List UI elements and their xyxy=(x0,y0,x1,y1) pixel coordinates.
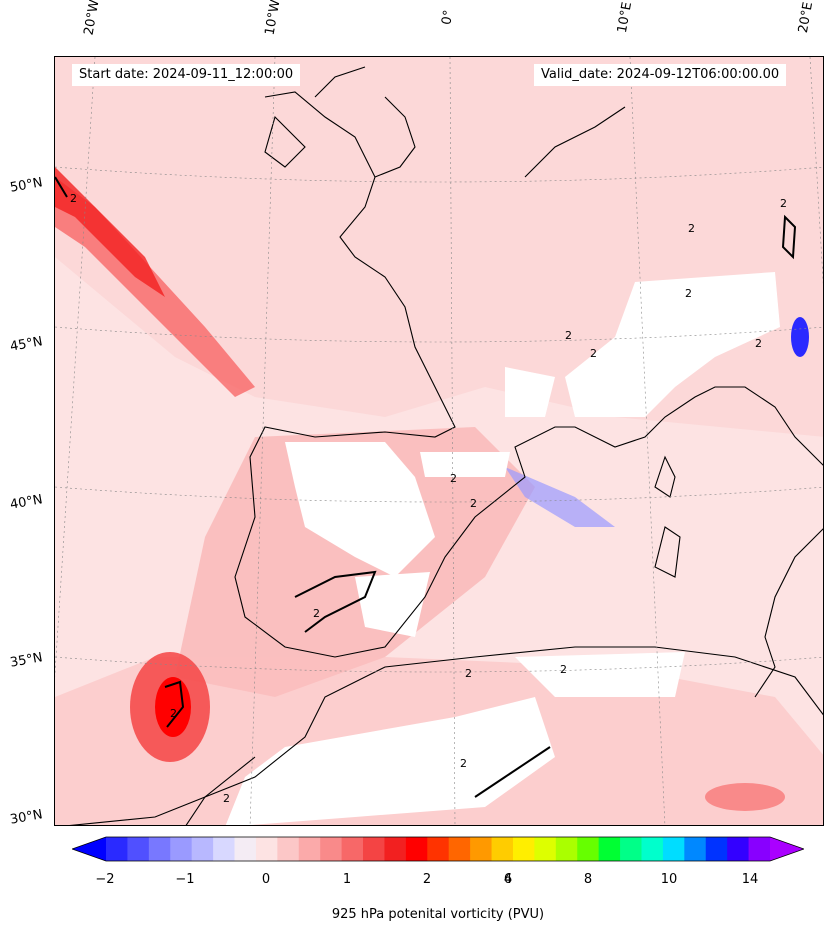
colorbar-bin xyxy=(127,837,150,861)
lat-label-30n: 30°N xyxy=(8,807,44,828)
colorbar-outline xyxy=(72,836,804,862)
contour-value-label: 2 xyxy=(450,472,457,485)
colorbar-bin xyxy=(170,837,193,861)
contour-value-label: 2 xyxy=(755,337,762,350)
lat-label-50n: 50°N xyxy=(8,175,44,196)
lat-label-40n: 40°N xyxy=(8,492,44,513)
lon-label-20e: 20°E xyxy=(795,0,817,35)
colorbar-bin xyxy=(363,837,385,861)
colorbar-bin xyxy=(577,837,600,861)
colorbar-bin xyxy=(491,837,514,861)
colorbar-bin xyxy=(255,837,278,861)
colorbar-tick: 2 xyxy=(422,872,432,887)
valid-date-label: Valid_date: 2024-09-12T06:00:00.00 xyxy=(534,64,787,86)
colorbar-bin xyxy=(727,837,750,861)
colorbar-bin xyxy=(748,837,771,861)
lat-label-45n: 45°N xyxy=(8,334,44,355)
lon-label-0: 0° xyxy=(439,8,457,27)
colorbar-bin xyxy=(684,837,707,861)
colorbar-bin xyxy=(427,837,450,861)
colorbar-label: 925 hPa potenital vorticity (PVU) xyxy=(331,907,545,922)
colorbar-bin xyxy=(512,837,535,861)
colorbar-tick: −1 xyxy=(175,872,195,887)
lon-label-10w: 10°W xyxy=(262,0,284,37)
contour-value-label: 2 xyxy=(685,287,692,300)
colorbar-bin xyxy=(470,837,493,861)
colorbar-bin xyxy=(641,837,664,861)
colorbar-extend-min xyxy=(72,837,106,861)
contour-value-label: 2 xyxy=(313,607,320,620)
colorbar-bin xyxy=(448,837,471,861)
colorbar-bin xyxy=(277,837,300,861)
contour-value-label: 2 xyxy=(590,347,597,360)
colorbar-bin xyxy=(662,837,685,861)
colorbar-bin xyxy=(298,837,321,861)
contour-value-label: 2 xyxy=(223,792,230,805)
contour-value-label: 2 xyxy=(560,663,567,676)
colorbar-bin xyxy=(213,837,236,861)
lat-label-35n: 35°N xyxy=(8,650,44,671)
colorbar-bin xyxy=(534,837,557,861)
colorbar-bin xyxy=(384,837,407,861)
colorbar-tick: 0 xyxy=(261,872,271,887)
contour-value-label: 2 xyxy=(170,707,177,720)
contour-value-label: 2 xyxy=(70,192,77,205)
contour-value-label: 2 xyxy=(565,329,572,342)
contour-value-label: 2 xyxy=(460,757,467,770)
colorbar-tick: −2 xyxy=(95,872,115,887)
colorbar-bin xyxy=(705,837,728,861)
colorbar-tick: 14 xyxy=(741,872,759,887)
start-date-label: Start date: 2024-09-11_12:00:00 xyxy=(72,64,301,86)
colorbar-tick: 1 xyxy=(342,872,352,887)
lon-label-20w: 20°W xyxy=(81,0,103,37)
contour-value-label: 2 xyxy=(780,197,787,210)
colorbar-tick: 8 xyxy=(583,872,593,887)
colorbar-bin xyxy=(148,837,171,861)
lon-label-10e: 10°E xyxy=(614,0,636,35)
colorbar-bin xyxy=(320,837,343,861)
colorbar-bin xyxy=(555,837,578,861)
colorbar-bin xyxy=(234,837,257,861)
contour-value-label: 2 xyxy=(688,222,695,235)
colorbar-bin xyxy=(341,837,364,861)
colorbar-tick: 10 xyxy=(660,872,678,887)
contour-value-label: 2 xyxy=(470,497,477,510)
colorbar-tick: 6 xyxy=(503,872,513,887)
colorbar xyxy=(72,836,804,862)
colorbar-tick: 4 xyxy=(503,872,513,887)
colorbar-extend-max xyxy=(770,837,804,861)
colorbar-bin xyxy=(405,837,428,861)
colorbar-bin xyxy=(598,837,621,861)
colorbar-bin xyxy=(106,837,128,861)
colorbar-bin xyxy=(620,837,642,861)
colorbar-bin xyxy=(191,837,214,861)
contour-value-label: 2 xyxy=(465,667,472,680)
